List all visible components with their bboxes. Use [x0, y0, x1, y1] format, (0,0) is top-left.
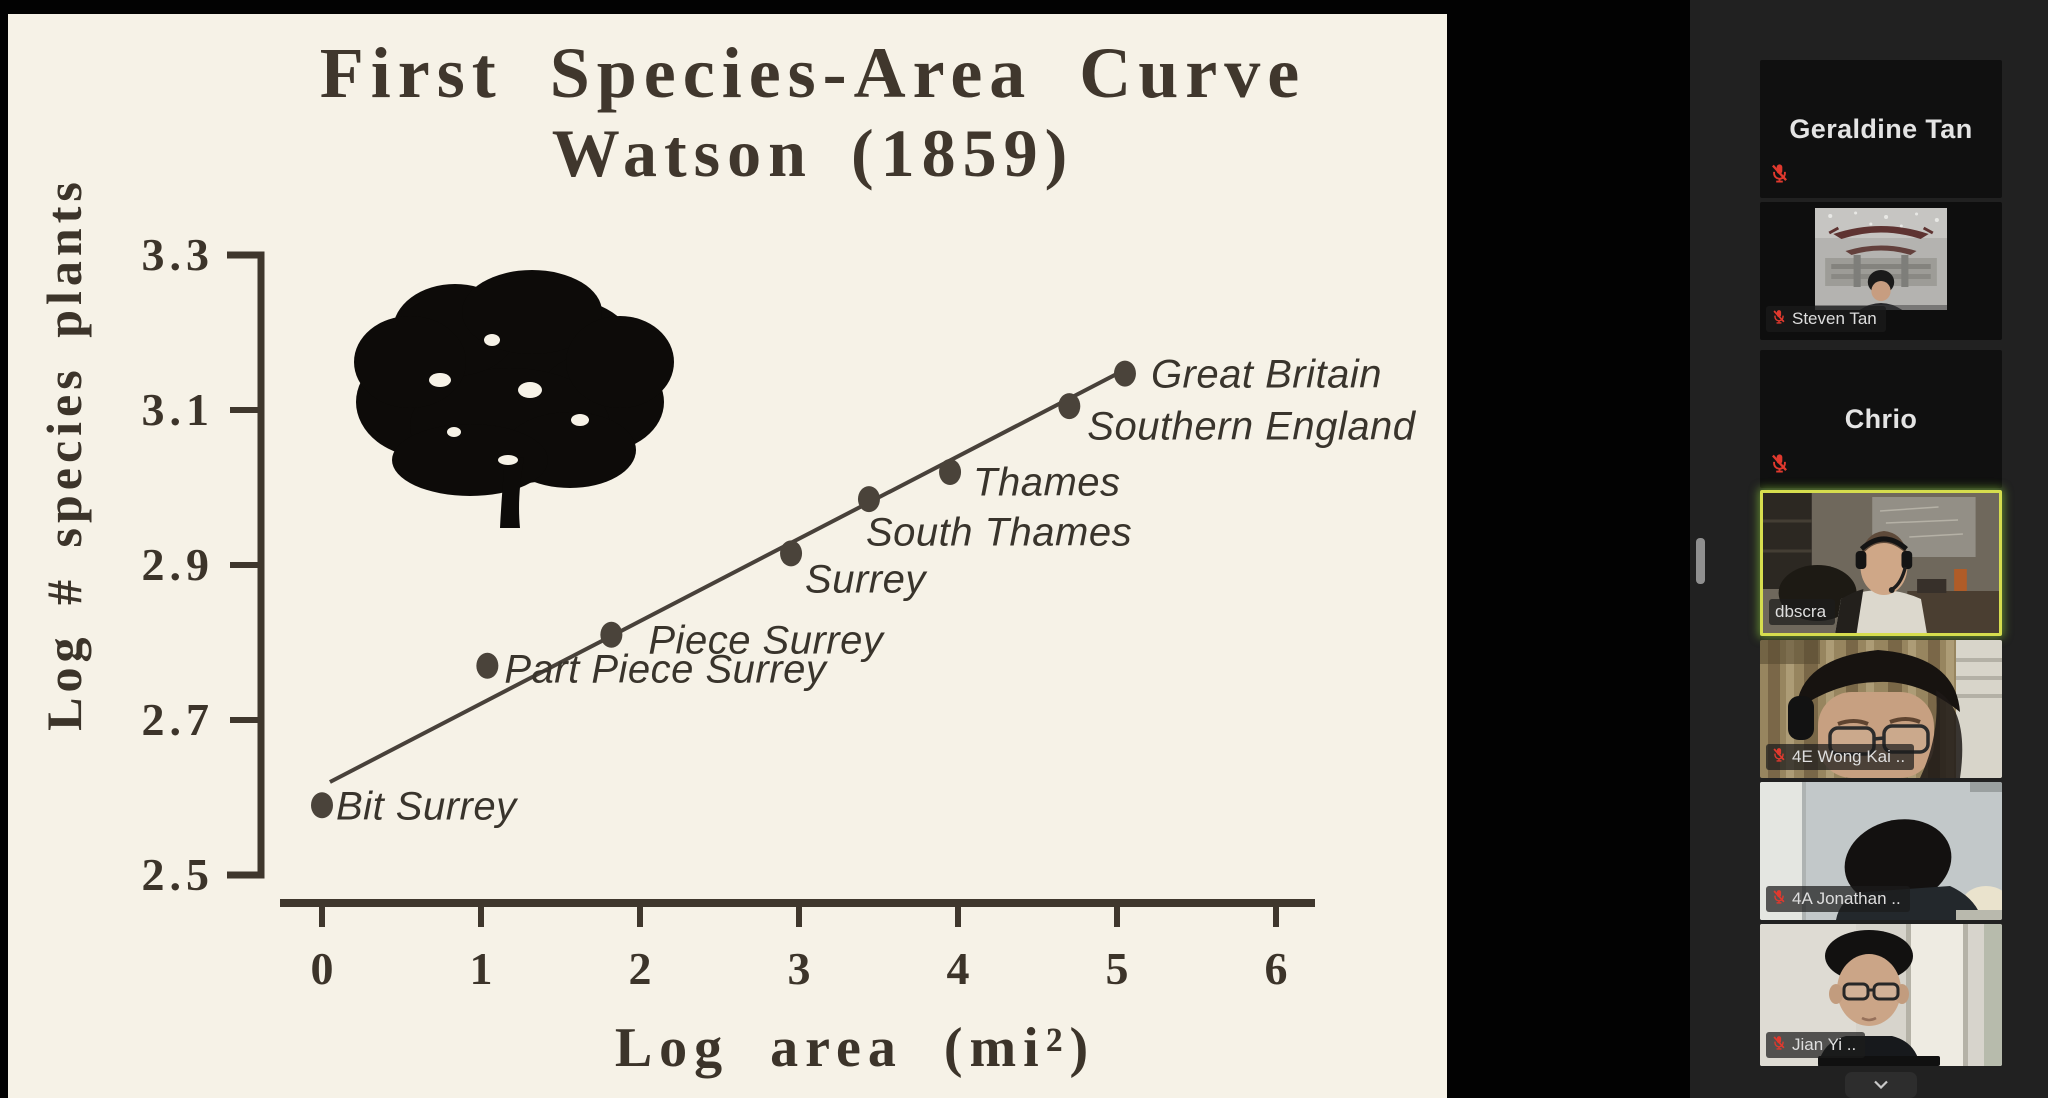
collapse-strip-button[interactable]: [1845, 1072, 1917, 1098]
data-point: [857, 486, 880, 513]
x-tick-label: 2: [628, 943, 652, 994]
participant-nameplate: dbscra: [1769, 599, 1836, 625]
mic-muted-icon: [1772, 747, 1786, 767]
participant-nameplate: 4A Jonathan ..: [1766, 886, 1910, 912]
participant-name: Steven Tan: [1792, 309, 1877, 328]
tree-image: [354, 270, 674, 528]
y-tick-label: 3.1: [141, 384, 214, 435]
participant-tile[interactable]: Geraldine Tan: [1760, 60, 2002, 198]
participant-name: Jian Yi ..: [1792, 1035, 1857, 1054]
participant-nameplate: Steven Tan: [1766, 306, 1886, 332]
participant-name: Geraldine Tan: [1789, 113, 1973, 144]
mic-muted-icon: [1770, 453, 1789, 478]
mic-muted-icon: [1772, 1035, 1786, 1055]
mic-muted-icon: [1772, 889, 1786, 909]
point-label: Thames: [973, 460, 1121, 505]
y-tick-label: 3.3: [141, 229, 214, 280]
chevron-down-icon: [1873, 1076, 1889, 1094]
participant-name: dbscra: [1775, 602, 1827, 621]
data-point: [780, 540, 803, 567]
point-label: Piece Surrey: [648, 618, 884, 663]
participant-name: 4E Wong Kai ..: [1792, 747, 1906, 766]
point-label: Bit Surrey: [336, 784, 517, 829]
data-point: [1058, 393, 1081, 420]
point-label: Part Piece Surrey: [504, 647, 827, 692]
participant-nameplate: 4E Wong Kai ..: [1766, 744, 1915, 770]
data-point: [311, 792, 333, 819]
participant-nameplate: Jian Yi ..: [1766, 1032, 1866, 1058]
point-label: Southern England: [1087, 404, 1416, 449]
y-tick-label: 2.9: [141, 539, 214, 590]
data-point: [939, 459, 962, 485]
point-label: Surrey: [805, 557, 926, 602]
x-axis-label: Log area (mi²): [614, 1017, 1096, 1079]
x-tick-label: 0: [310, 943, 334, 994]
participant-tile[interactable]: Jian Yi ..: [1760, 924, 2002, 1066]
shared-slide: First Species-Area Curve Watson (1859) L…: [8, 14, 1447, 1098]
data-point: [600, 621, 623, 648]
video-feed: [1763, 493, 1999, 633]
participants-panel: Geraldine Tan Steven Tan Chrio dbscra: [1690, 0, 2048, 1098]
y-tick-label: 2.7: [141, 694, 214, 745]
point-label: South Thames: [865, 510, 1133, 555]
x-tick-label: 1: [469, 943, 493, 994]
video-feed: [1815, 208, 1947, 310]
x-tick-label: 5: [1105, 943, 1129, 994]
chart-subtitle: Watson (1859): [551, 115, 1075, 191]
x-tick-label: 6: [1264, 943, 1288, 994]
participant-tile[interactable]: 4A Jonathan ..: [1760, 782, 2002, 920]
data-point: [476, 652, 499, 679]
participant-tile[interactable]: dbscra: [1760, 490, 2002, 636]
mic-muted-icon: [1772, 309, 1786, 329]
participant-name: 4A Jonathan ..: [1792, 889, 1901, 908]
point-label: Great Britain: [1150, 352, 1382, 397]
data-point: [1113, 360, 1136, 387]
participant-tile[interactable]: 4E Wong Kai ..: [1760, 640, 2002, 778]
panel-scrollbar-thumb[interactable]: [1696, 538, 1705, 584]
participant-tile[interactable]: Chrio: [1760, 350, 2002, 488]
chart-canvas: [227, 251, 1315, 927]
y-tick-label: 2.5: [141, 849, 214, 900]
trend-line: [329, 367, 1126, 784]
participant-name: Chrio: [1844, 403, 1918, 434]
x-tick-label: 3: [787, 943, 811, 994]
chart-title: First Species-Area Curve: [319, 33, 1307, 113]
x-tick-label: 4: [946, 943, 970, 994]
mic-muted-icon: [1770, 163, 1789, 188]
participant-tile[interactable]: Steven Tan: [1760, 202, 2002, 340]
